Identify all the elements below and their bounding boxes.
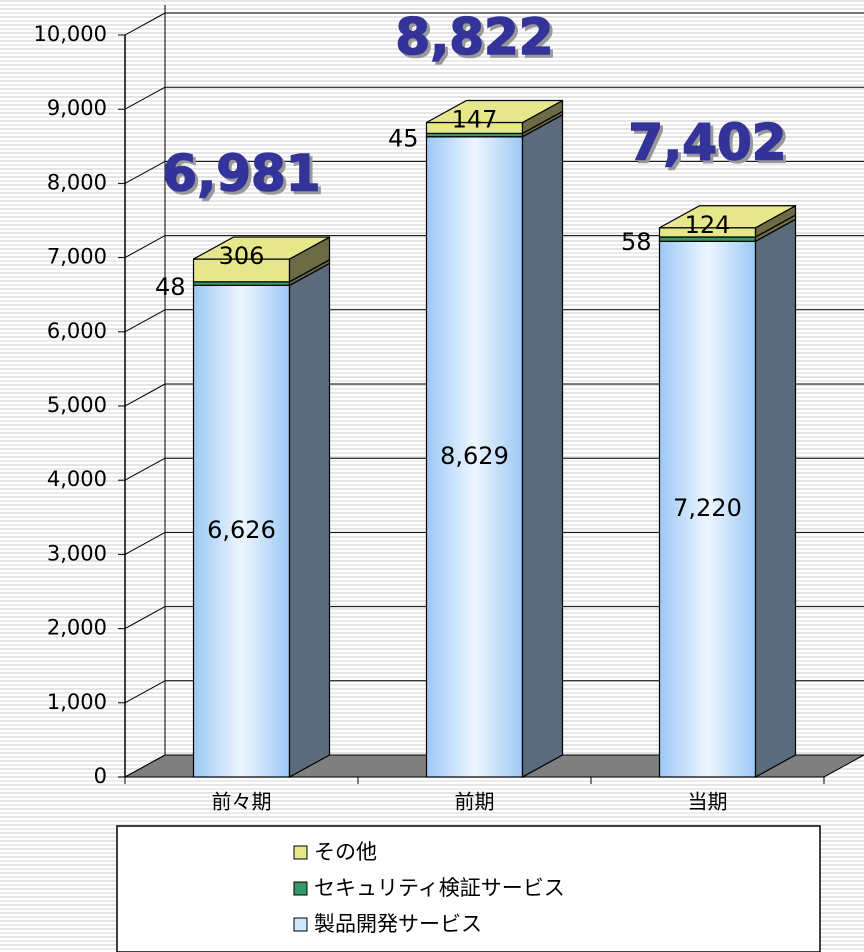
grid-line [124,86,166,110]
data-label: 124 [685,211,731,239]
grid-line [124,754,166,778]
legend-label: その他 [314,840,377,864]
x-tick-label: 前々期 [212,790,272,814]
legend-swatch [293,845,308,860]
y-tick-label: 8,000 [47,170,107,194]
total-shadow: 8,822 [398,11,556,69]
grid-line [124,606,166,630]
y-tick-label: 6,000 [47,319,107,343]
bar-segment [192,284,291,778]
data-label: 6,626 [207,516,276,544]
grid-line [124,12,166,36]
data-label: 48 [155,273,186,301]
grid-line [124,531,166,555]
data-label: 7,220 [673,494,742,522]
legend-label: 製品開発サービス [314,912,482,936]
legend-swatch [293,881,308,896]
total-label: 8,822 [395,8,553,66]
bar-segment [658,240,757,778]
total-shadow: 7,402 [631,116,789,174]
bar-segment [425,136,524,778]
x-tick-label: 前期 [455,790,495,814]
y-tick-label: 1,000 [47,690,107,714]
legend-label: セキュリティ検証サービス [314,876,565,900]
total-label: 6,981 [162,145,320,203]
bar-side [521,113,564,779]
y-tick-label: 5,000 [47,393,107,417]
bar-side [288,262,331,779]
bar-top [659,205,796,229]
total-shadow: 6,981 [165,148,323,206]
y-tick-label: 7,000 [47,245,107,269]
data-label: 147 [452,105,498,133]
y-tick-label: 3,000 [47,541,107,565]
bar-top [426,99,563,124]
y-tick-label: 9,000 [47,96,107,120]
bar-top [193,236,330,260]
grid-line [124,457,166,481]
data-label: 8,629 [440,442,509,470]
y-tick-label: 0 [94,764,107,788]
legend-box [116,825,821,952]
grid-line [124,235,166,259]
grid-line [124,680,166,704]
data-label: 45 [388,124,419,152]
legend-swatch [293,917,308,932]
grid-line [124,160,166,184]
y-tick-label: 4,000 [47,467,107,491]
total-label: 7,402 [628,113,786,171]
grid-line [124,383,166,407]
x-tick-label: 当期 [688,790,728,814]
data-label: 306 [219,242,265,270]
y-tick-label: 2,000 [47,616,107,640]
bar-side [754,218,797,779]
y-tick-label: 10,000 [34,22,107,46]
data-label: 58 [621,228,652,256]
grid-line [124,309,166,333]
